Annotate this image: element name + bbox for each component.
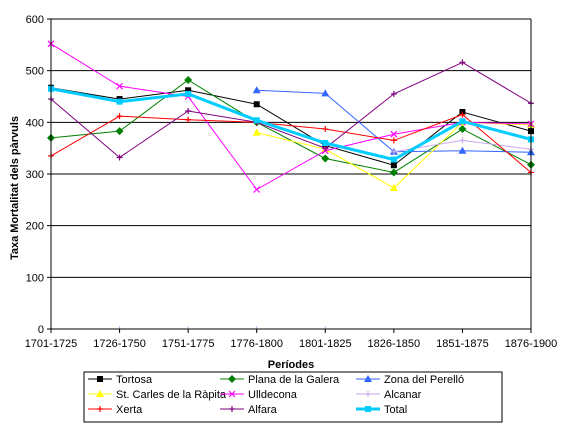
- y-tick-label: 400: [26, 117, 44, 129]
- legend-marker: [228, 390, 236, 398]
- data-point-ulldecona: [116, 82, 123, 90]
- x-tick-label: 1876-1900: [505, 338, 558, 350]
- legend-label: St. Carles de la Ràpita: [116, 389, 227, 401]
- legend-marker: [365, 391, 371, 397]
- x-tick-label: 1726-1750: [93, 338, 146, 350]
- data-point-ulldecona: [253, 186, 261, 193]
- data-point-total: [185, 90, 192, 97]
- x-tick-label: 1851-1875: [436, 338, 489, 350]
- y-tick-label: 600: [26, 14, 44, 26]
- legend-label: Ulldecona: [248, 389, 298, 401]
- series-line-ulldecona: [50, 43, 532, 191]
- x-tick-label: 1776-1800: [230, 338, 283, 350]
- legend-marker: [364, 375, 372, 382]
- data-point-plana-de-la-galera: [184, 75, 193, 84]
- series-line-alfara: [50, 61, 532, 159]
- data-point-ulldecona: [390, 130, 398, 138]
- series-line-tortosa: [50, 87, 532, 166]
- legend-marker: [228, 375, 236, 383]
- legend-item-ulldecona: Ulldecona: [220, 389, 298, 401]
- legend-box: [83, 371, 503, 423]
- x-tick-label: 1801-1825: [299, 338, 352, 350]
- legend-item-alfara: Alfara: [220, 404, 278, 416]
- legend-item-zona-del-perello: Zona del Perelló: [356, 374, 464, 386]
- legend-item-xerta: Xerta: [88, 404, 143, 416]
- data-point-zona-del-perello: [321, 89, 330, 97]
- legend-marker: [97, 376, 103, 382]
- legend-label: Zona del Perelló: [384, 374, 464, 386]
- data-point-alfara: [459, 59, 466, 66]
- legend-marker: [229, 406, 235, 412]
- legend-marker: [97, 406, 103, 412]
- y-tick-label: 500: [26, 66, 44, 78]
- data-point-tortosa: [253, 101, 260, 108]
- legend-label: Alfara: [248, 404, 278, 416]
- y-tick-label: 100: [26, 272, 44, 284]
- data-point-plana-de-la-galera: [321, 154, 330, 163]
- legend-label: Total: [384, 404, 407, 416]
- series-line-plana-de-la-galera: [50, 79, 532, 173]
- data-point-total: [253, 117, 260, 124]
- legend-label: Xerta: [116, 404, 143, 416]
- series-line-total: [50, 87, 532, 162]
- data-point-xerta: [185, 116, 192, 123]
- legend-item-total: Total: [356, 404, 407, 416]
- data-point-xerta: [459, 111, 466, 118]
- data-point-zona-del-perello: [252, 86, 261, 94]
- data-point-total: [459, 118, 466, 125]
- x-tick-label: 1826-1850: [368, 338, 421, 350]
- legend-item-plana-de-la-galera: Plana de la Galera: [220, 374, 340, 386]
- legend-item-tortosa: Tortosa: [88, 374, 153, 386]
- x-tick-label: 1701-1725: [25, 338, 78, 350]
- legend-item-alcanar: Alcanar: [356, 389, 422, 401]
- data-point-total: [116, 98, 123, 105]
- legend-marker: [365, 406, 371, 412]
- data-point-xerta: [322, 126, 329, 133]
- data-point-tortosa: [390, 162, 397, 169]
- x-axis-title: Períodes: [268, 359, 314, 371]
- gridlines: [51, 18, 531, 330]
- series-total: [48, 85, 534, 163]
- legend-item-st-carles-de-la-rapita: St. Carles de la Ràpita: [88, 389, 227, 401]
- data-point-alfara: [185, 107, 192, 114]
- series-line-xerta: [50, 114, 532, 173]
- y-tick-label: 0: [38, 324, 44, 336]
- legend: Tortosa Plana de la Galera Zona del Perell…: [83, 371, 503, 423]
- legend-label: Alcanar: [384, 389, 422, 401]
- series-plana-de-la-galera: [47, 75, 535, 177]
- data-point-alcanar: [459, 137, 466, 144]
- axes: 0 100 200 300 400 500 600 1701-1725 1726-1750 175…: [25, 14, 558, 350]
- data-point-zona-del-perello: [458, 146, 467, 154]
- legend-label: Plana de la Galera: [248, 374, 340, 386]
- y-tick-label: 300: [26, 169, 44, 181]
- y-axis-title: Taxa Mortalitat dels pàrvuls: [9, 116, 21, 260]
- data-point-alfara: [322, 145, 329, 152]
- data-point-xerta: [390, 137, 397, 144]
- series-lines: [47, 40, 535, 193]
- data-point-st-carles-de-la-rapita: [389, 183, 398, 191]
- y-tick-label: 200: [26, 221, 44, 233]
- data-point-st-carles-de-la-rapita: [252, 128, 261, 136]
- data-point-alcanar: [390, 148, 397, 155]
- series-line-st-carles-de-la-rapita: [256, 121, 532, 189]
- x-tick-label: 1751-1775: [162, 338, 215, 350]
- data-point-tortosa: [185, 87, 192, 94]
- legend-label: Tortosa: [116, 374, 153, 386]
- data-point-plana-de-la-galera: [458, 125, 467, 134]
- legend-marker: [96, 390, 104, 397]
- data-point-plana-de-la-galera: [389, 168, 398, 177]
- data-point-total: [322, 140, 329, 146]
- data-point-xerta: [116, 113, 123, 120]
- data-point-alfara: [390, 90, 397, 97]
- data-point-plana-de-la-galera: [115, 127, 124, 136]
- data-point-alfara: [116, 154, 123, 161]
- data-point-total: [390, 156, 397, 163]
